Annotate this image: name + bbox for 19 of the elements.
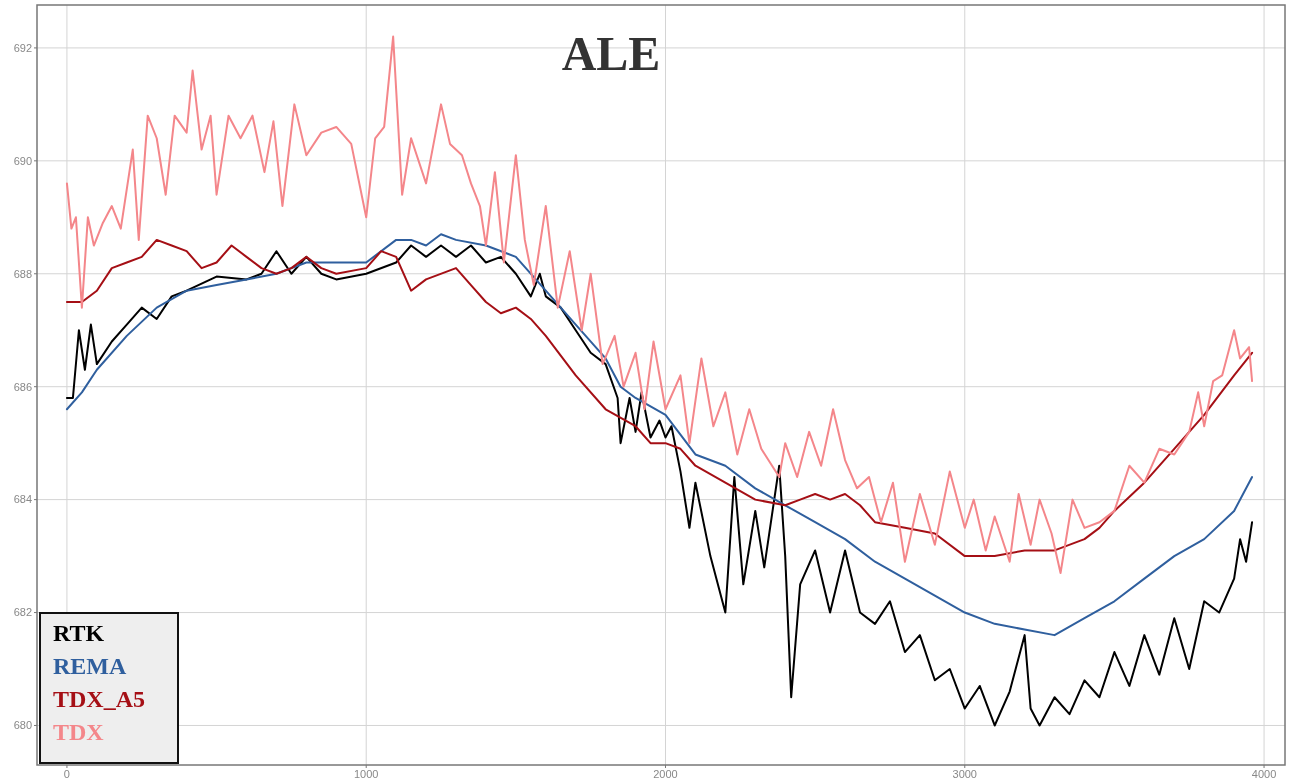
y-tick-label: 686 (13, 380, 32, 393)
text: TDX_A5 (53, 686, 146, 712)
text: TDX (53, 719, 105, 745)
y-tick-label: 680 (13, 719, 32, 732)
y-tick-label: 682 (13, 606, 32, 619)
y-tick-label: 690 (13, 154, 32, 167)
y-tick-label: 688 (13, 267, 32, 280)
x-tick-label: 4000 (1251, 768, 1277, 780)
x-tick-label: 1000 (353, 768, 379, 780)
y-tick-label: 692 (13, 41, 32, 54)
y-tick-label: 684 (13, 493, 32, 506)
line-series (65, 238, 1254, 558)
text: RTK (53, 620, 105, 646)
text: ALE (561, 27, 661, 80)
x-tick-label: 3000 (952, 768, 978, 780)
x-tick-label: 2000 (653, 768, 678, 780)
x-tick-label: 0 (63, 768, 70, 780)
text: REMA (53, 653, 127, 679)
line-series (65, 35, 1254, 575)
